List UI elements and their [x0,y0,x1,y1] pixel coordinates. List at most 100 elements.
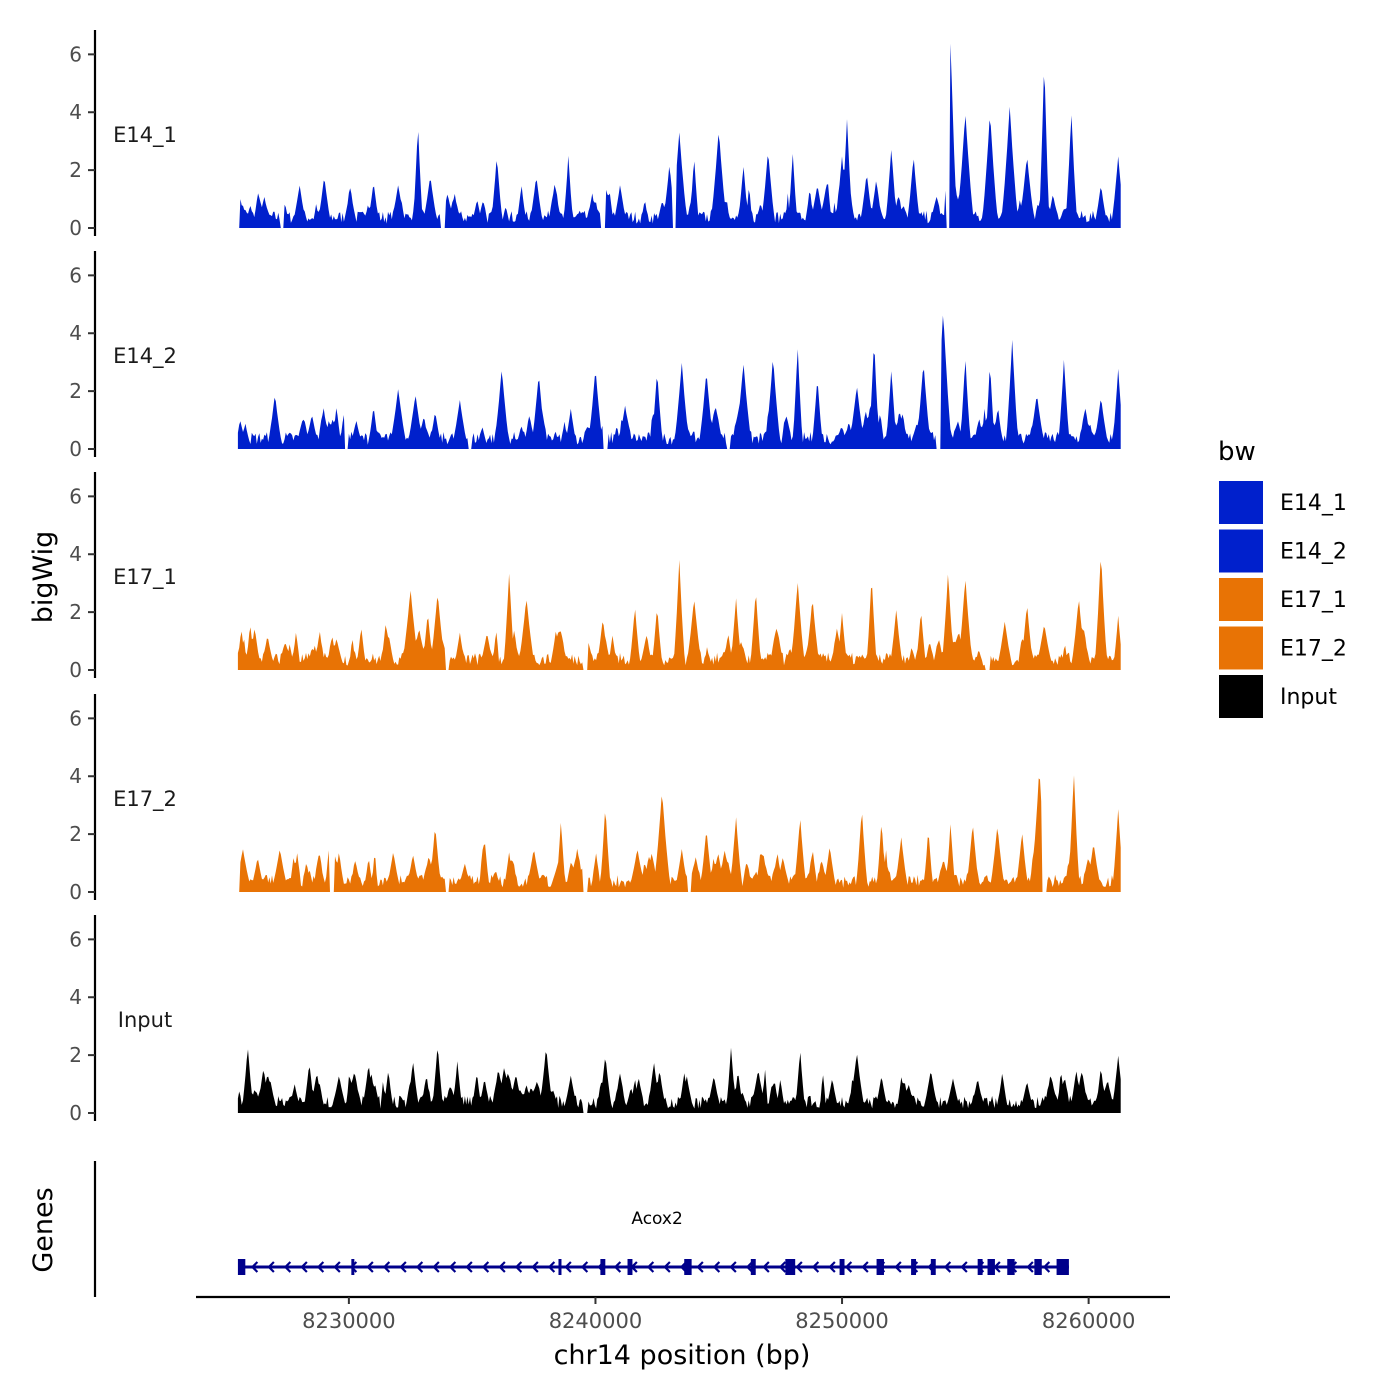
legend-label-E17_1: E17_1 [1280,588,1347,613]
strand-arrow [432,1261,440,1273]
strand-arrow [531,1261,539,1273]
strand-arrow [894,1261,902,1273]
legend-key-Input [1219,675,1263,718]
coverage-area-E14_2 [237,315,1121,449]
strand-arrow [267,1261,275,1273]
track-label: E17_2 [113,787,177,812]
strand-arrow [399,1261,407,1273]
y-tick-label: 4 [69,985,82,1009]
y-tick-label: 2 [69,1043,82,1067]
y-tick-label: 4 [69,100,82,124]
y-tick-label: 2 [69,379,82,403]
track-panel-E17_1: 0 2 4 6 E17_1 [69,472,1121,682]
strand-arrow [613,1261,622,1273]
strand-arrow [811,1261,820,1273]
legend-key-E14_1 [1219,481,1263,524]
y-tick-label: 2 [69,600,82,624]
track-panel-E14_2: 0 2 4 6 E14_2 [69,251,1121,461]
strand-arrow [547,1261,556,1273]
y-axis-title: bigWig [28,531,59,624]
strand-arrow [663,1261,671,1273]
y-tick-label: 0 [69,1101,82,1125]
gene-track-panel: Genes Acox2 [28,1161,1069,1297]
strand-arrow [745,1261,754,1273]
legend-label-E14_1: E14_1 [1280,491,1347,516]
track-label: Input [118,1008,172,1032]
gene-exon [911,1259,917,1275]
gene-name-label: Acox2 [631,1209,682,1229]
x-tick-label: 8250000 [795,1309,889,1333]
gene-exon [987,1259,995,1275]
track-panel-E17_2: 0 2 4 6 E17_2 [69,694,1121,904]
strand-arrow [564,1261,572,1273]
strand-arrow [861,1261,869,1273]
strand-arrow [712,1261,721,1273]
coverage-area-Input [237,1047,1121,1113]
gene-exon [558,1259,562,1275]
y-tick-label: 6 [69,42,82,66]
y-tick-label: 6 [69,263,82,287]
strand-arrow [333,1261,341,1273]
coverage-area-E17_1 [237,560,1121,670]
x-tick-label: 8260000 [1042,1309,1136,1333]
strand-arrow [696,1261,704,1273]
y-tick-label: 2 [69,822,82,846]
strand-arrow [580,1261,589,1273]
y-tick-label: 2 [69,158,82,182]
strand-arrow [514,1261,523,1273]
y-tick-label: 6 [69,484,82,508]
x-axis: 8230000 8240000 8250000 8260000 [196,1295,1170,1333]
gene-track-title: Genes [28,1187,59,1272]
strand-arrow [1042,1261,1051,1273]
y-tick-label: 0 [69,437,82,461]
legend-label-Input: Input [1280,685,1337,710]
strand-arrow [465,1261,473,1273]
strand-arrow [448,1261,457,1273]
strand-arrow [366,1261,374,1273]
track-panel-E14_1: 0 2 4 6 E14_1 [69,30,1121,240]
y-tick-label: 4 [69,764,82,788]
gene-exon [930,1259,936,1275]
gene-exon [750,1259,756,1275]
y-tick-label: 4 [69,542,82,566]
track-panel-Input: 0 2 4 6 Input [69,915,1121,1125]
y-tick-label: 0 [69,658,82,682]
legend-key-E17_1 [1219,578,1263,621]
gene-exon [684,1259,692,1275]
legend-key-E17_2 [1219,626,1263,670]
gene-exon [839,1259,845,1275]
strand-arrow [1026,1261,1034,1273]
gene-exon [627,1259,633,1275]
strand-arrow [778,1261,787,1273]
y-tick-label: 0 [69,216,82,240]
strand-arrow [844,1261,853,1273]
track-label: E17_1 [113,565,177,590]
legend-label-E17_2: E17_2 [1280,637,1347,662]
strand-arrow [828,1261,836,1273]
x-tick-label: 8230000 [302,1309,396,1333]
strand-arrow [316,1261,325,1273]
gene-exon [1007,1259,1015,1275]
y-tick-label: 6 [69,706,82,730]
y-tick-label: 0 [69,880,82,904]
x-tick-label: 8240000 [549,1309,643,1333]
legend-title: bw [1218,437,1256,467]
track-label: E14_1 [113,123,177,148]
strand-arrow [498,1261,506,1273]
strand-arrow [415,1261,424,1273]
strand-arrow [250,1261,259,1273]
strand-arrow [382,1261,391,1273]
x-axis-title: chr14 position (bp) [554,1340,811,1371]
y-tick-label: 6 [69,927,82,951]
strand-arrow [300,1261,308,1273]
strand-arrow [943,1261,952,1273]
gene-exon [977,1259,983,1275]
strand-arrow [283,1261,292,1273]
gene-exon [876,1259,884,1275]
gene-exon [600,1259,606,1275]
legend: bw E14_1 E14_2 E17_1 E17_2 Input [1218,437,1347,718]
strand-arrow [762,1261,770,1273]
strand-arrow [481,1261,490,1273]
gene-exon [1034,1259,1042,1275]
